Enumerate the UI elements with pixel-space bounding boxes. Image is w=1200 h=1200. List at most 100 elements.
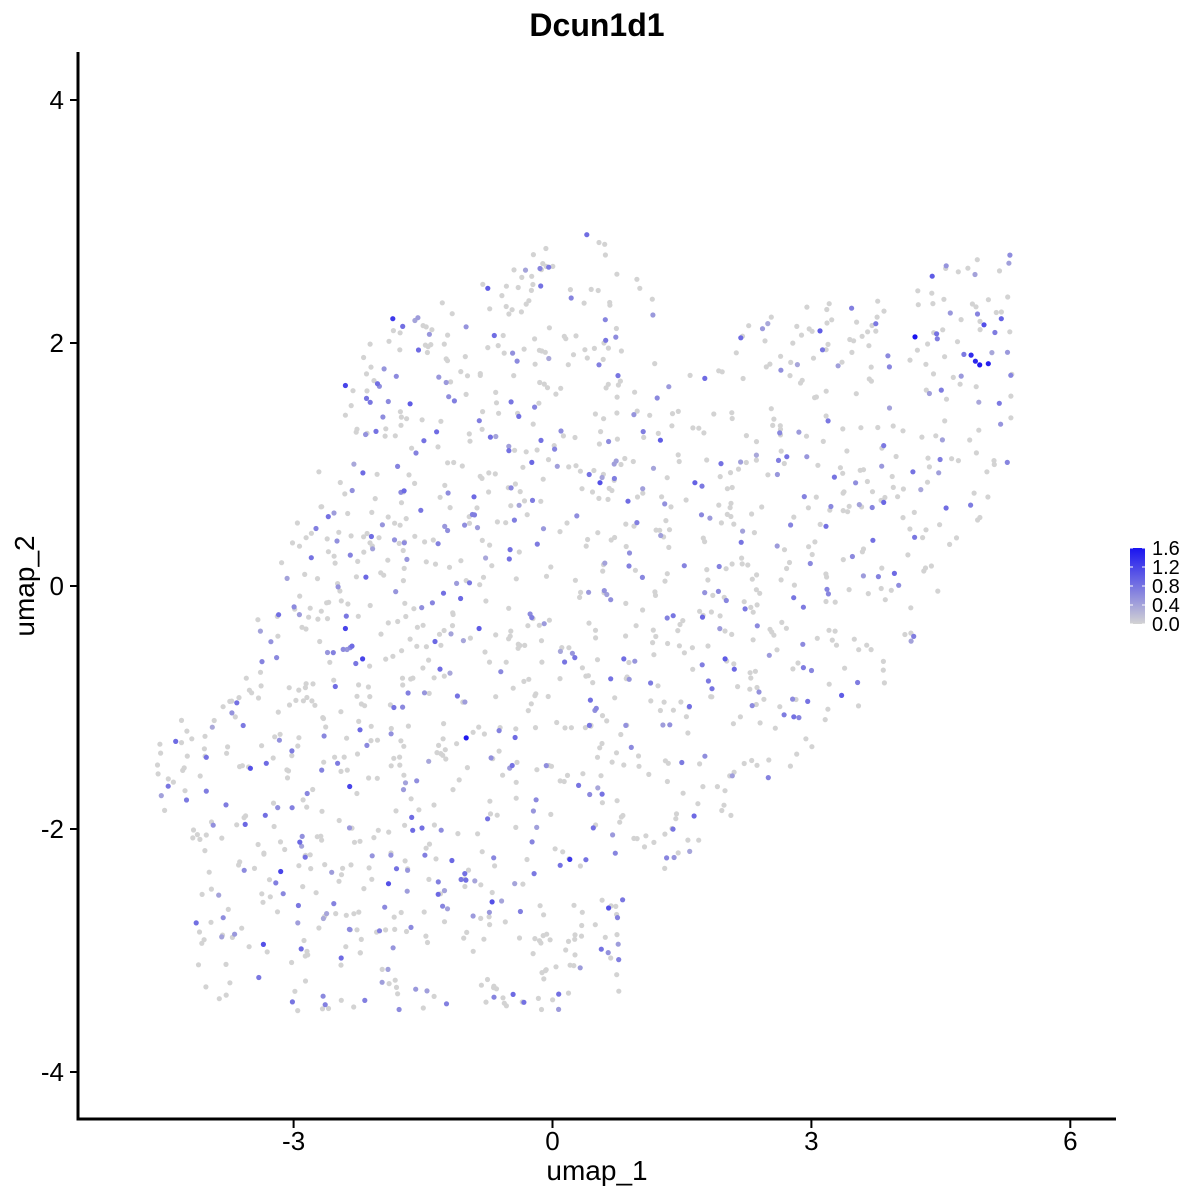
cell-point <box>724 486 731 492</box>
cell-point <box>914 347 921 353</box>
cell-point <box>227 980 233 986</box>
cell-point <box>445 527 451 534</box>
cell-point <box>401 488 407 494</box>
cell-point <box>615 941 621 947</box>
cell-point <box>232 714 238 720</box>
cell-point <box>800 641 806 647</box>
cell-point <box>567 962 573 968</box>
cell-point <box>757 590 763 596</box>
cell-point <box>234 700 240 706</box>
cell-point <box>197 773 203 779</box>
cell-point <box>368 364 374 370</box>
cell-point <box>613 325 620 332</box>
cell-point <box>348 862 354 868</box>
cell-point <box>472 878 478 884</box>
cell-point <box>320 993 326 999</box>
cell-point <box>774 471 781 478</box>
cell-point <box>779 619 785 626</box>
cell-point <box>393 866 400 872</box>
cell-point <box>197 836 203 843</box>
cell-point <box>433 856 439 862</box>
cell-point <box>536 400 542 406</box>
cell-point <box>676 458 682 465</box>
cell-point <box>393 589 399 595</box>
cell-point <box>258 683 264 689</box>
cell-point <box>599 791 605 797</box>
cell-point <box>203 754 209 760</box>
cell-point <box>382 433 388 439</box>
cell-point <box>722 628 728 634</box>
cell-point <box>403 613 409 620</box>
cell-point <box>513 824 519 831</box>
cell-point <box>201 746 207 752</box>
cell-point <box>975 517 981 523</box>
cell-point <box>799 377 805 383</box>
cell-point <box>436 374 442 380</box>
cell-point <box>303 535 309 541</box>
cell-point <box>489 899 495 905</box>
cell-point <box>974 311 981 317</box>
cell-point <box>485 345 491 351</box>
cell-point <box>374 381 381 387</box>
cell-point <box>602 934 608 940</box>
legend-tick-label: 1.6 <box>1152 538 1180 560</box>
y-tick-label: -2 <box>41 814 64 844</box>
cell-point <box>271 823 277 830</box>
cell-point <box>209 724 215 730</box>
cell-point <box>722 788 728 794</box>
cell-point <box>289 748 295 754</box>
cell-point <box>333 911 339 917</box>
cell-point <box>476 418 482 424</box>
cell-point <box>375 827 381 833</box>
cell-point <box>358 701 364 707</box>
cell-point <box>800 604 807 610</box>
cell-point <box>471 512 478 518</box>
cell-point <box>529 459 535 465</box>
cell-point <box>500 772 506 778</box>
cell-point <box>849 305 855 311</box>
cell-point <box>249 690 255 696</box>
cell-point <box>493 433 499 440</box>
cell-point <box>544 931 550 937</box>
cell-point <box>614 394 620 400</box>
cell-point <box>304 790 310 797</box>
cell-point <box>553 964 559 970</box>
cell-point <box>1007 329 1013 335</box>
cell-point <box>373 428 379 434</box>
cell-point <box>401 743 407 749</box>
cell-point <box>429 327 435 333</box>
cell-point <box>543 573 550 579</box>
cell-point <box>989 350 995 356</box>
cell-point <box>737 714 744 720</box>
cell-point <box>338 709 344 715</box>
cell-point <box>393 984 400 991</box>
cell-point <box>711 411 717 417</box>
cell-point <box>729 773 735 779</box>
cell-point <box>225 906 231 913</box>
cell-point <box>578 933 585 939</box>
cell-point <box>401 565 407 572</box>
cell-point <box>985 361 991 367</box>
cell-point <box>512 881 518 887</box>
cell-point <box>1006 260 1012 266</box>
cell-point <box>800 665 807 671</box>
cell-point <box>552 446 558 452</box>
cell-point <box>716 563 722 570</box>
cell-point <box>506 443 512 449</box>
cell-point <box>284 575 290 582</box>
cell-point <box>566 464 572 470</box>
cell-point <box>513 795 519 801</box>
cell-point <box>985 297 992 303</box>
cell-point <box>586 589 592 595</box>
cell-point <box>717 626 723 632</box>
cell-point <box>808 667 815 674</box>
cell-point <box>702 590 708 596</box>
cell-point <box>470 729 476 735</box>
cell-point <box>396 1006 402 1013</box>
cell-point <box>508 485 514 491</box>
cell-point <box>655 683 661 689</box>
cell-point <box>810 355 817 361</box>
cell-point <box>576 782 582 789</box>
cell-point <box>908 605 914 611</box>
cell-point <box>450 611 456 618</box>
